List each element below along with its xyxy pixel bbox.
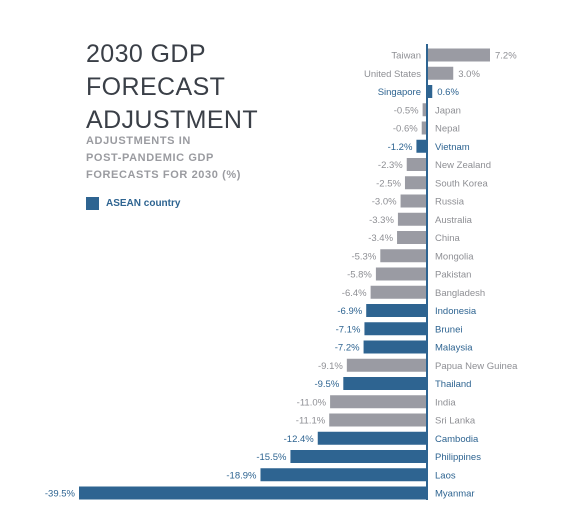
chart-title-line: 2030 GDP — [86, 40, 206, 68]
value-label: -5.3% — [351, 251, 376, 262]
bar-cambodia — [317, 431, 427, 445]
title-block: 2030 GDP FORECAST ADJUSTMENT — [86, 38, 258, 137]
bar-india — [330, 395, 427, 409]
value-label: -7.2% — [335, 343, 360, 354]
value-label: -18.9% — [226, 470, 257, 481]
category-label: Nepal — [435, 124, 460, 135]
category-label: Cambodia — [435, 434, 479, 445]
bar-sri-lanka — [329, 413, 427, 427]
category-label: Mongolia — [435, 251, 474, 262]
bar-new-zealand — [406, 158, 427, 171]
value-label: 7.2% — [495, 51, 517, 62]
bar-myanmar — [79, 486, 427, 500]
value-label: 0.6% — [437, 87, 459, 98]
value-label: -0.5% — [394, 105, 419, 116]
value-label: -0.6% — [393, 124, 418, 135]
category-label: New Zealand — [435, 160, 491, 171]
value-label: -6.9% — [337, 306, 362, 317]
category-label: Bangladesh — [435, 288, 485, 299]
bar-australia — [397, 212, 427, 226]
bar-indonesia — [366, 304, 427, 317]
category-label: Malaysia — [435, 343, 473, 354]
category-label: Myanmar — [435, 489, 475, 500]
value-label: -3.3% — [369, 215, 394, 226]
value-label: -11.1% — [296, 416, 326, 427]
value-label: -7.1% — [336, 324, 361, 335]
category-label: United States — [364, 69, 421, 80]
bar-bangladesh — [370, 285, 427, 299]
bar-singapore — [427, 85, 433, 98]
bar-pakistan — [375, 267, 427, 281]
category-label: Brunei — [435, 324, 462, 335]
category-label: Philippines — [435, 452, 481, 463]
value-label: -12.4% — [284, 434, 315, 445]
bar-south-korea — [404, 176, 427, 190]
value-label: -2.3% — [378, 160, 403, 171]
chart-title-line: FORECAST — [86, 73, 226, 101]
bar-papua-new-guinea — [346, 358, 427, 372]
chart-subtitle: ADJUSTMENTS IN POST-PANDEMIC GDP FORECAS… — [86, 133, 241, 184]
chart-subtitle-line: FORECASTS FOR 2030 (%) — [86, 169, 242, 181]
bar-mongolia — [380, 249, 427, 263]
category-label: Japan — [435, 105, 461, 116]
chart-subtitle-line: ADJUSTMENTS IN — [86, 135, 191, 147]
category-label: Vietnam — [435, 142, 470, 153]
value-label: 3.0% — [458, 69, 480, 80]
value-label: -9.1% — [318, 361, 343, 372]
category-label: China — [435, 233, 461, 244]
bar-nepal — [421, 121, 427, 135]
value-label: -11.0% — [297, 397, 327, 408]
category-label: Singapore — [378, 87, 421, 98]
value-label: -39.5% — [45, 489, 76, 500]
value-label: -2.5% — [376, 178, 401, 189]
category-label: South Korea — [435, 178, 489, 189]
chart-title: 2030 GDP FORECAST ADJUSTMENT — [86, 38, 258, 137]
category-label: Laos — [435, 470, 456, 481]
category-label: Russia — [435, 197, 465, 208]
category-label: Taiwan — [391, 51, 421, 62]
value-label: -5.8% — [347, 270, 372, 281]
bar-malaysia — [363, 340, 427, 354]
bar-taiwan — [427, 48, 490, 62]
bar-laos — [260, 468, 427, 482]
value-label: -9.5% — [314, 379, 339, 390]
category-label: Indonesia — [435, 306, 477, 317]
bar-vietnam — [416, 139, 427, 153]
category-label: Pakistan — [435, 270, 471, 281]
value-label: -1.2% — [388, 142, 413, 153]
bar-china — [397, 231, 427, 244]
value-label: -6.4% — [342, 288, 367, 299]
bar-russia — [400, 194, 427, 208]
value-label: -15.5% — [256, 452, 287, 463]
legend-swatch-asean — [86, 197, 99, 210]
legend-label-asean: ASEAN country — [106, 198, 181, 209]
value-label: -3.0% — [372, 197, 397, 208]
bar-brunei — [364, 322, 427, 336]
legend: ASEAN country — [86, 197, 180, 210]
bar-japan — [422, 103, 427, 117]
bar-philippines — [290, 450, 427, 463]
category-label: Sri Lanka — [435, 416, 476, 427]
category-label: India — [435, 397, 456, 408]
chart-title-line: ADJUSTMENT — [86, 106, 259, 134]
category-label: Papua New Guinea — [435, 361, 518, 372]
bar-united-states — [427, 66, 454, 80]
value-label: -3.4% — [368, 233, 393, 244]
category-label: Australia — [435, 215, 473, 226]
chart-subtitle-line: POST-PANDEMIC GDP — [86, 152, 214, 164]
bar-thailand — [343, 377, 427, 390]
category-label: Thailand — [435, 379, 471, 390]
